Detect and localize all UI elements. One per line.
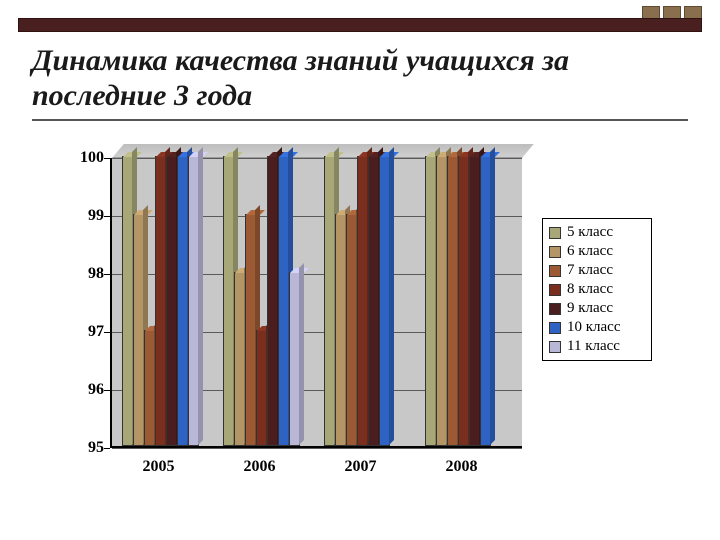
bar <box>289 272 300 446</box>
y-axis-label: 100 <box>62 149 104 167</box>
bar <box>447 156 458 446</box>
legend-item: 10 класс <box>549 318 645 337</box>
bar <box>278 156 289 446</box>
bar <box>144 330 155 446</box>
bar <box>335 214 346 446</box>
header-bar <box>18 18 702 32</box>
bar <box>234 272 245 446</box>
y-tick <box>104 216 110 217</box>
bar <box>469 156 480 446</box>
y-tick <box>104 448 110 449</box>
bar <box>177 156 188 446</box>
legend-swatch <box>549 322 561 334</box>
legend-swatch <box>549 227 561 239</box>
chart: 5 класс 6 класс 7 класс 8 класс 9 класс 10 кл… <box>62 158 672 498</box>
legend-label: 7 класс <box>567 262 613 279</box>
bar <box>480 156 491 446</box>
x-axis-label: 2006 <box>215 458 305 476</box>
x-axis-label: 2008 <box>417 458 507 476</box>
legend-label: 11 класс <box>567 338 620 355</box>
legend-swatch <box>549 341 561 353</box>
grid-line <box>112 448 522 449</box>
y-tick <box>104 158 110 159</box>
legend-item: 7 класс <box>549 261 645 280</box>
title-underline <box>32 119 688 121</box>
bar <box>436 156 447 446</box>
x-axis-label: 2007 <box>316 458 406 476</box>
bar <box>133 214 144 446</box>
bar <box>324 156 335 446</box>
y-tick <box>104 332 110 333</box>
legend-label: 8 класс <box>567 281 613 298</box>
y-tick <box>104 390 110 391</box>
x-axis-label: 2005 <box>114 458 204 476</box>
bar-group <box>425 156 502 446</box>
bar <box>346 214 357 446</box>
legend: 5 класс 6 класс 7 класс 8 класс 9 класс 10 кл… <box>542 218 652 361</box>
legend-swatch <box>549 303 561 315</box>
page-title: Динамика качества знаний учащихся за пос… <box>32 44 688 113</box>
bar <box>267 156 278 446</box>
y-axis-label: 98 <box>62 265 104 283</box>
legend-label: 9 класс <box>567 300 613 317</box>
legend-swatch <box>549 284 561 296</box>
bar <box>357 156 368 446</box>
legend-item: 5 класс <box>549 223 645 242</box>
y-axis-label: 99 <box>62 207 104 225</box>
y-tick <box>104 274 110 275</box>
legend-item: 9 класс <box>549 299 645 318</box>
bar <box>458 156 469 446</box>
legend-item: 6 класс <box>549 242 645 261</box>
legend-swatch <box>549 246 561 258</box>
bar <box>368 156 379 446</box>
y-axis-label: 96 <box>62 381 104 399</box>
bar <box>166 156 177 446</box>
bar-group <box>324 156 401 446</box>
bar <box>256 330 267 446</box>
bar <box>223 156 234 446</box>
bar <box>379 156 390 446</box>
title-area: Динамика качества знаний учащихся за пос… <box>32 44 688 121</box>
legend-item: 11 класс <box>549 337 645 356</box>
plot-area <box>110 158 522 448</box>
legend-swatch <box>549 265 561 277</box>
bar <box>122 156 133 446</box>
bar <box>245 214 256 446</box>
legend-label: 6 класс <box>567 243 613 260</box>
legend-item: 8 класс <box>549 280 645 299</box>
bar <box>188 156 199 446</box>
legend-label: 10 класс <box>567 319 621 336</box>
bar <box>155 156 166 446</box>
bar-group <box>223 156 300 446</box>
y-axis-label: 97 <box>62 323 104 341</box>
legend-label: 5 класс <box>567 224 613 241</box>
y-axis-label: 95 <box>62 439 104 457</box>
bar-group <box>122 156 199 446</box>
bar <box>425 156 436 446</box>
